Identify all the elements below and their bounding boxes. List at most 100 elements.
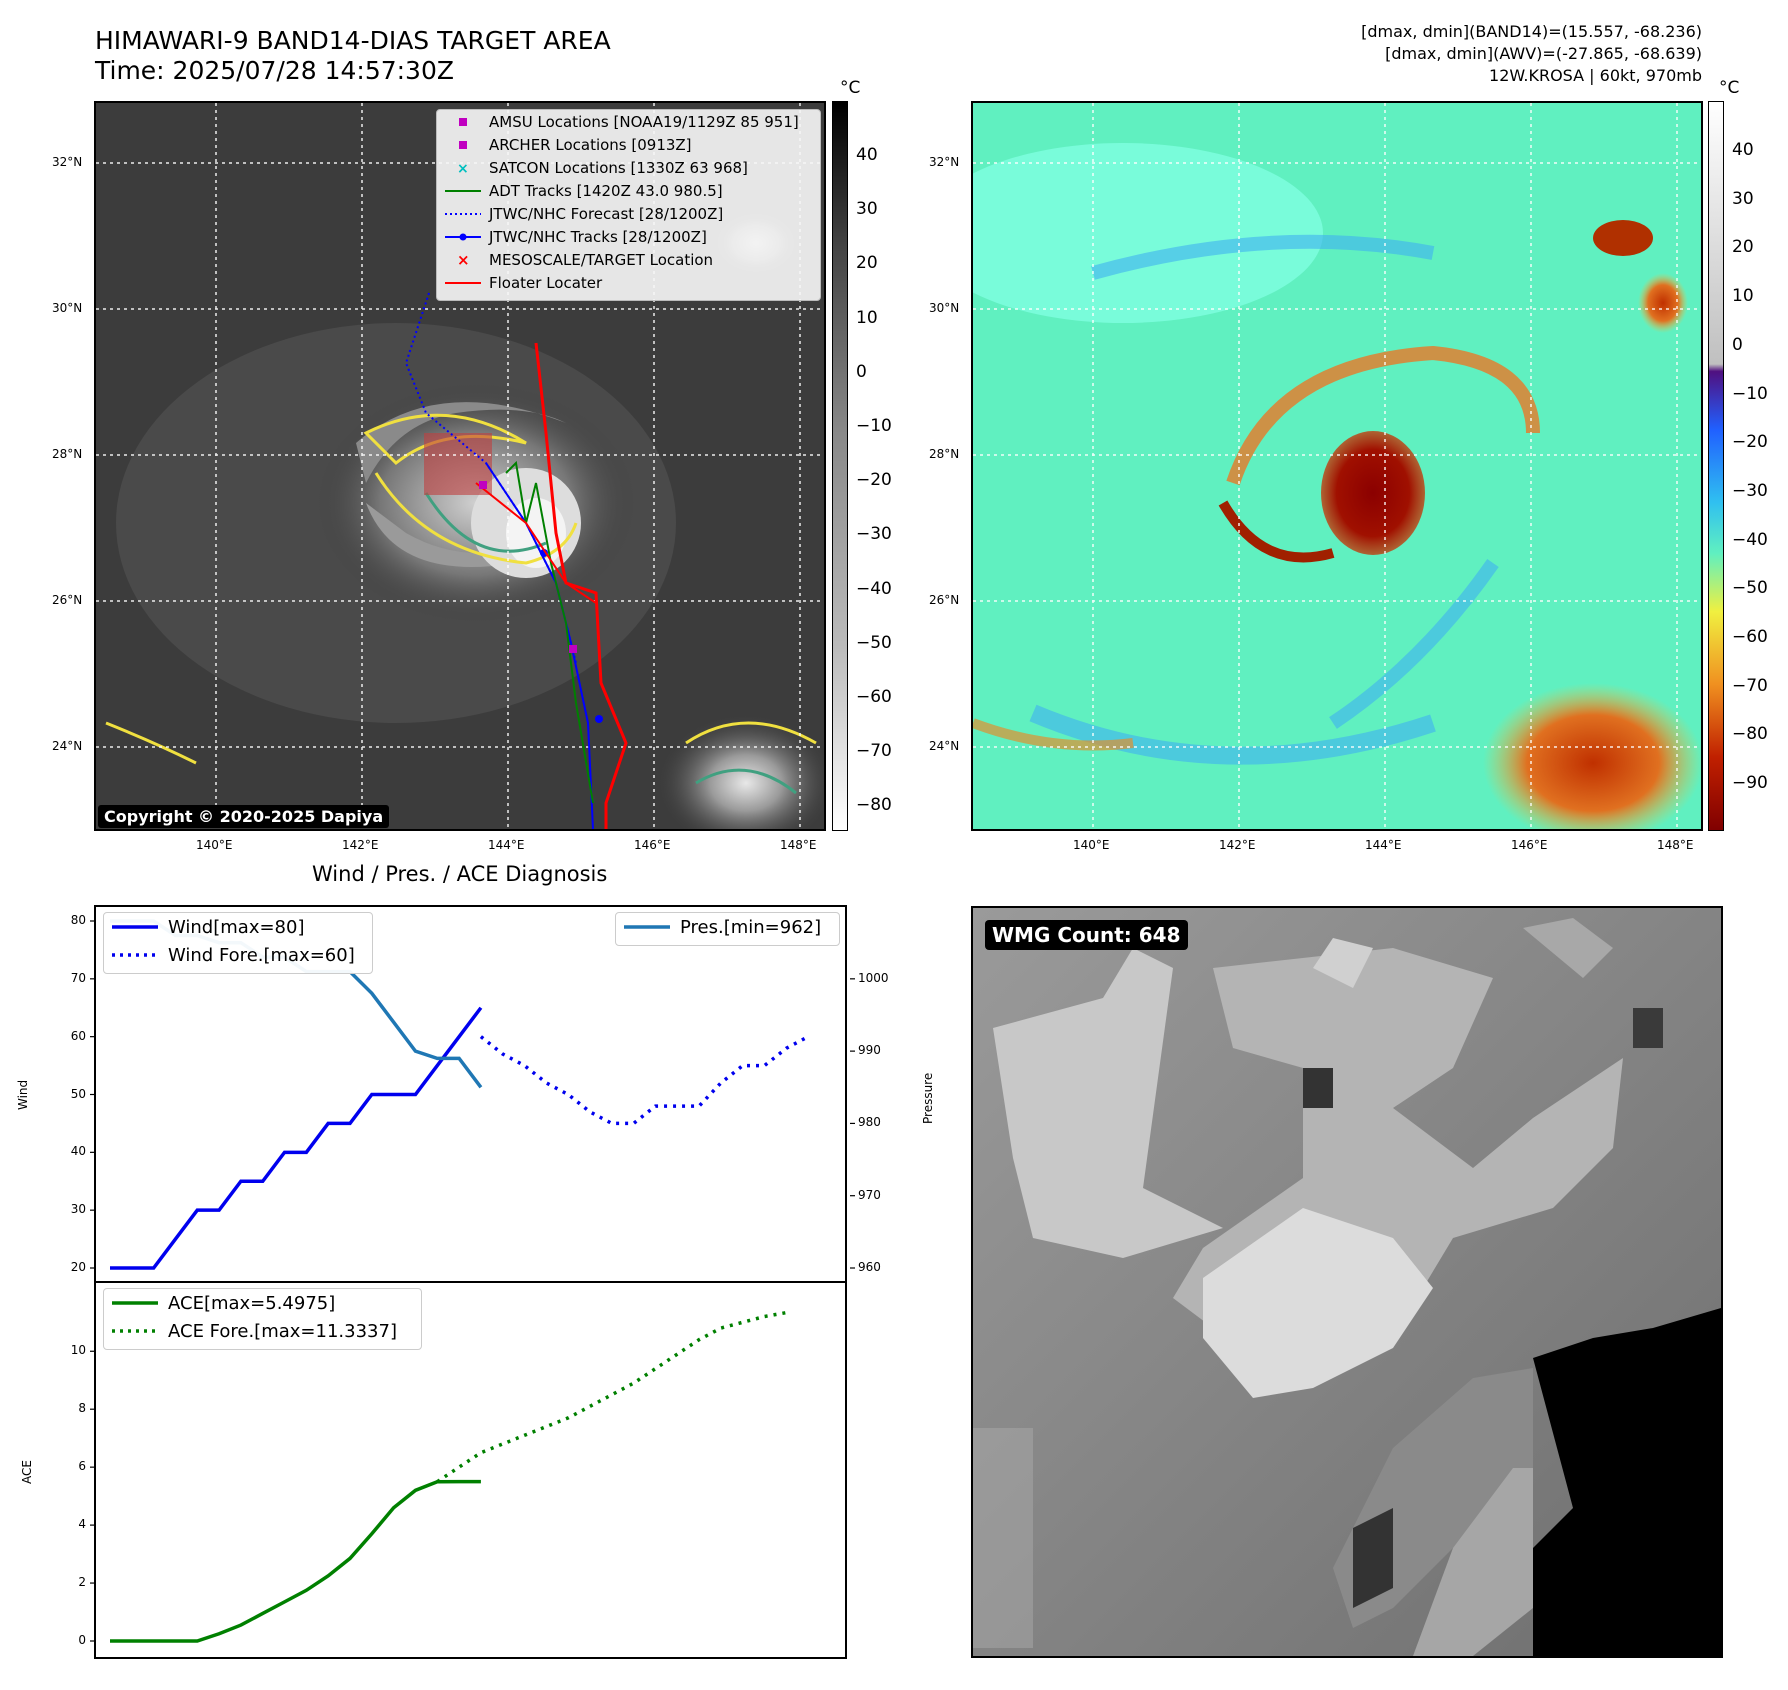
diag-title: Wind / Pres. / ACE Diagnosis — [312, 862, 608, 886]
legend-label: ADT Tracks [1420Z 43.0 980.5] — [489, 181, 723, 200]
legend-item-ace-fore: ACE Fore.[max=11.3337] — [104, 1317, 421, 1345]
ace-axis-tick: 6 — [78, 1459, 86, 1474]
awv-map-panel — [971, 101, 1703, 831]
legend-item-jtwc-tracks: JTWC/NHC Tracks [28/1200Z] — [437, 225, 820, 248]
legend-item-floater: Floater Locater — [437, 271, 820, 294]
colorbar-right-tick: −90 — [1732, 773, 1768, 794]
chart-title: HIMAWARI-9 BAND14-DIAS TARGET AREA — [95, 26, 611, 55]
legend-label: AMSU Locations [NOAA19/1129Z 85 951] — [489, 112, 799, 131]
legend-label: Wind Fore.[max=60] — [168, 944, 355, 966]
lon-tick: 146°E — [1511, 838, 1548, 852]
legend-label: ACE[max=5.4975] — [168, 1292, 336, 1314]
legend-item-amsu: AMSU Locations [NOAA19/1129Z 85 951] — [437, 110, 820, 133]
pressure-axis-tick: 970 — [858, 1187, 881, 1202]
target-x-icon: × — [443, 250, 483, 270]
lat-tick: 24°N — [52, 739, 83, 753]
colorbar-right-tick: 10 — [1732, 286, 1754, 307]
legend-item-adt: ADT Tracks [1420Z 43.0 980.5] — [437, 179, 820, 202]
track-line-marker-icon — [443, 227, 483, 247]
lon-tick: 142°E — [342, 838, 379, 852]
lon-tick: 144°E — [488, 838, 525, 852]
colorbar-left-tick: −20 — [856, 470, 892, 491]
info-line-1: [dmax, dmin](BAND14)=(15.557, -68.236) — [1361, 22, 1702, 41]
chart-time: Time: 2025/07/28 14:57:30Z — [95, 56, 454, 85]
legend-item-ace: ACE[max=5.4975] — [104, 1289, 421, 1317]
pressure-axis-tick: 990 — [858, 1043, 881, 1058]
pressure-axis-tick: 980 — [858, 1115, 881, 1130]
wind-axis-label: Wind — [16, 1079, 30, 1110]
legend-item-satcon: × SATCON Locations [1330Z 63 968] — [437, 156, 820, 179]
legend-item-mesoscale: × MESOSCALE/TARGET Location — [437, 248, 820, 271]
ace-axis-tick: 0 — [78, 1633, 86, 1647]
colorbar-right-tick: −20 — [1732, 432, 1768, 453]
ace-axis-tick: 10 — [70, 1343, 86, 1358]
wind-axis-tick: 70 — [70, 970, 86, 985]
lat-tick: 26°N — [52, 593, 83, 607]
wind-axis-tick: 60 — [70, 1028, 86, 1043]
lat-tick: 24°N — [929, 739, 960, 753]
wind-line-icon — [112, 925, 158, 929]
lat-tick: 26°N — [929, 593, 960, 607]
legend-label: SATCON Locations [1330Z 63 968] — [489, 158, 748, 177]
lon-tick: 148°E — [1657, 838, 1694, 852]
forecast-dotted-line-icon — [443, 204, 483, 224]
archer-marker-icon — [443, 135, 483, 155]
colorbar-right — [1708, 101, 1724, 831]
legend-label: Floater Locater — [489, 273, 603, 292]
legend-label: JTWC/NHC Forecast [28/1200Z] — [489, 204, 724, 223]
wind-forecast-line — [479, 1035, 810, 1126]
wind-axis-tick: 40 — [70, 1144, 86, 1159]
ace-line-icon — [112, 1301, 158, 1305]
lat-tick: 32°N — [52, 155, 83, 169]
wind-axis-tick: 80 — [70, 913, 86, 927]
colorbar-left-tick: 40 — [856, 145, 878, 165]
colorbar-left-tick: 30 — [856, 199, 878, 220]
colorbar-right-tick: 40 — [1732, 140, 1754, 160]
ace-axis-tick: 8 — [78, 1401, 86, 1416]
legend-label: ACE Fore.[max=11.3337] — [168, 1320, 397, 1342]
colorbar-left-tick: 20 — [856, 253, 878, 274]
wmg-image — [973, 908, 1721, 1656]
ace-axis-label: ACE — [20, 1460, 34, 1484]
wind-line — [110, 1006, 483, 1270]
colorbar-left-tick: −40 — [856, 578, 892, 599]
legend-item-wind: Wind[max=80] — [104, 913, 372, 941]
colorbar-right-tick: −70 — [1732, 675, 1768, 696]
pressure-line-icon — [624, 925, 670, 929]
colorbar-right-tick: 0 — [1732, 334, 1743, 355]
ace-axis-tick: 2 — [78, 1575, 86, 1590]
colorbar-right-unit: °C — [1719, 78, 1740, 98]
pressure-legend: Pres.[min=962] — [615, 912, 840, 946]
colorbar-left-tick: −80 — [856, 795, 892, 816]
colorbar-left-tick: 0 — [856, 361, 867, 382]
wind-legend: Wind[max=80] Wind Fore.[max=60] — [103, 912, 373, 974]
adt-line-icon — [443, 181, 483, 201]
colorbar-right-tick: −30 — [1732, 480, 1768, 501]
colorbar-left-tick: −60 — [856, 687, 892, 707]
colorbar-right-tick: −80 — [1732, 724, 1768, 745]
pressure-axis-label: Pressure — [921, 1072, 935, 1124]
lon-tick: 142°E — [1219, 838, 1256, 852]
copyright-label: Copyright © 2020-2025 Dapiya — [98, 805, 390, 828]
satcon-marker-icon: × — [443, 158, 483, 178]
floater-line-icon — [443, 273, 483, 293]
ace-legend: ACE[max=5.4975] ACE Fore.[max=11.3337] — [103, 1288, 422, 1350]
lon-tick: 148°E — [780, 838, 817, 852]
colorbar-right-tick: −40 — [1732, 529, 1768, 550]
lon-tick: 140°E — [196, 838, 233, 852]
wmg-count-label: WMG Count: 648 — [985, 920, 1188, 950]
pressure-axis-tick: 1000 — [858, 970, 889, 985]
colorbar-right-tick: −60 — [1732, 627, 1768, 647]
lat-tick: 28°N — [929, 447, 960, 461]
colorbar-right-tick: 30 — [1732, 188, 1754, 209]
wind-axis-tick: 50 — [70, 1086, 86, 1101]
lon-tick: 144°E — [1365, 838, 1402, 852]
ace-line — [110, 1479, 481, 1643]
lon-tick: 146°E — [634, 838, 671, 852]
lat-tick: 30°N — [52, 301, 83, 315]
svg-text:×: × — [457, 161, 469, 177]
colorbar-left-tick: −50 — [856, 632, 892, 653]
lat-tick: 30°N — [929, 301, 960, 315]
wind-axis-tick: 30 — [70, 1202, 86, 1217]
legend-item-archer: ARCHER Locations [0913Z] — [437, 133, 820, 156]
